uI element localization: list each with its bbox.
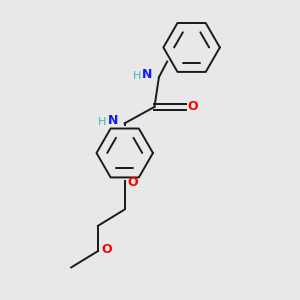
Text: O: O xyxy=(101,243,112,256)
Text: O: O xyxy=(188,100,198,113)
Text: N: N xyxy=(108,114,118,128)
Text: H: H xyxy=(133,71,141,81)
Text: H: H xyxy=(98,117,106,127)
Text: N: N xyxy=(142,68,152,81)
Text: O: O xyxy=(128,176,138,189)
